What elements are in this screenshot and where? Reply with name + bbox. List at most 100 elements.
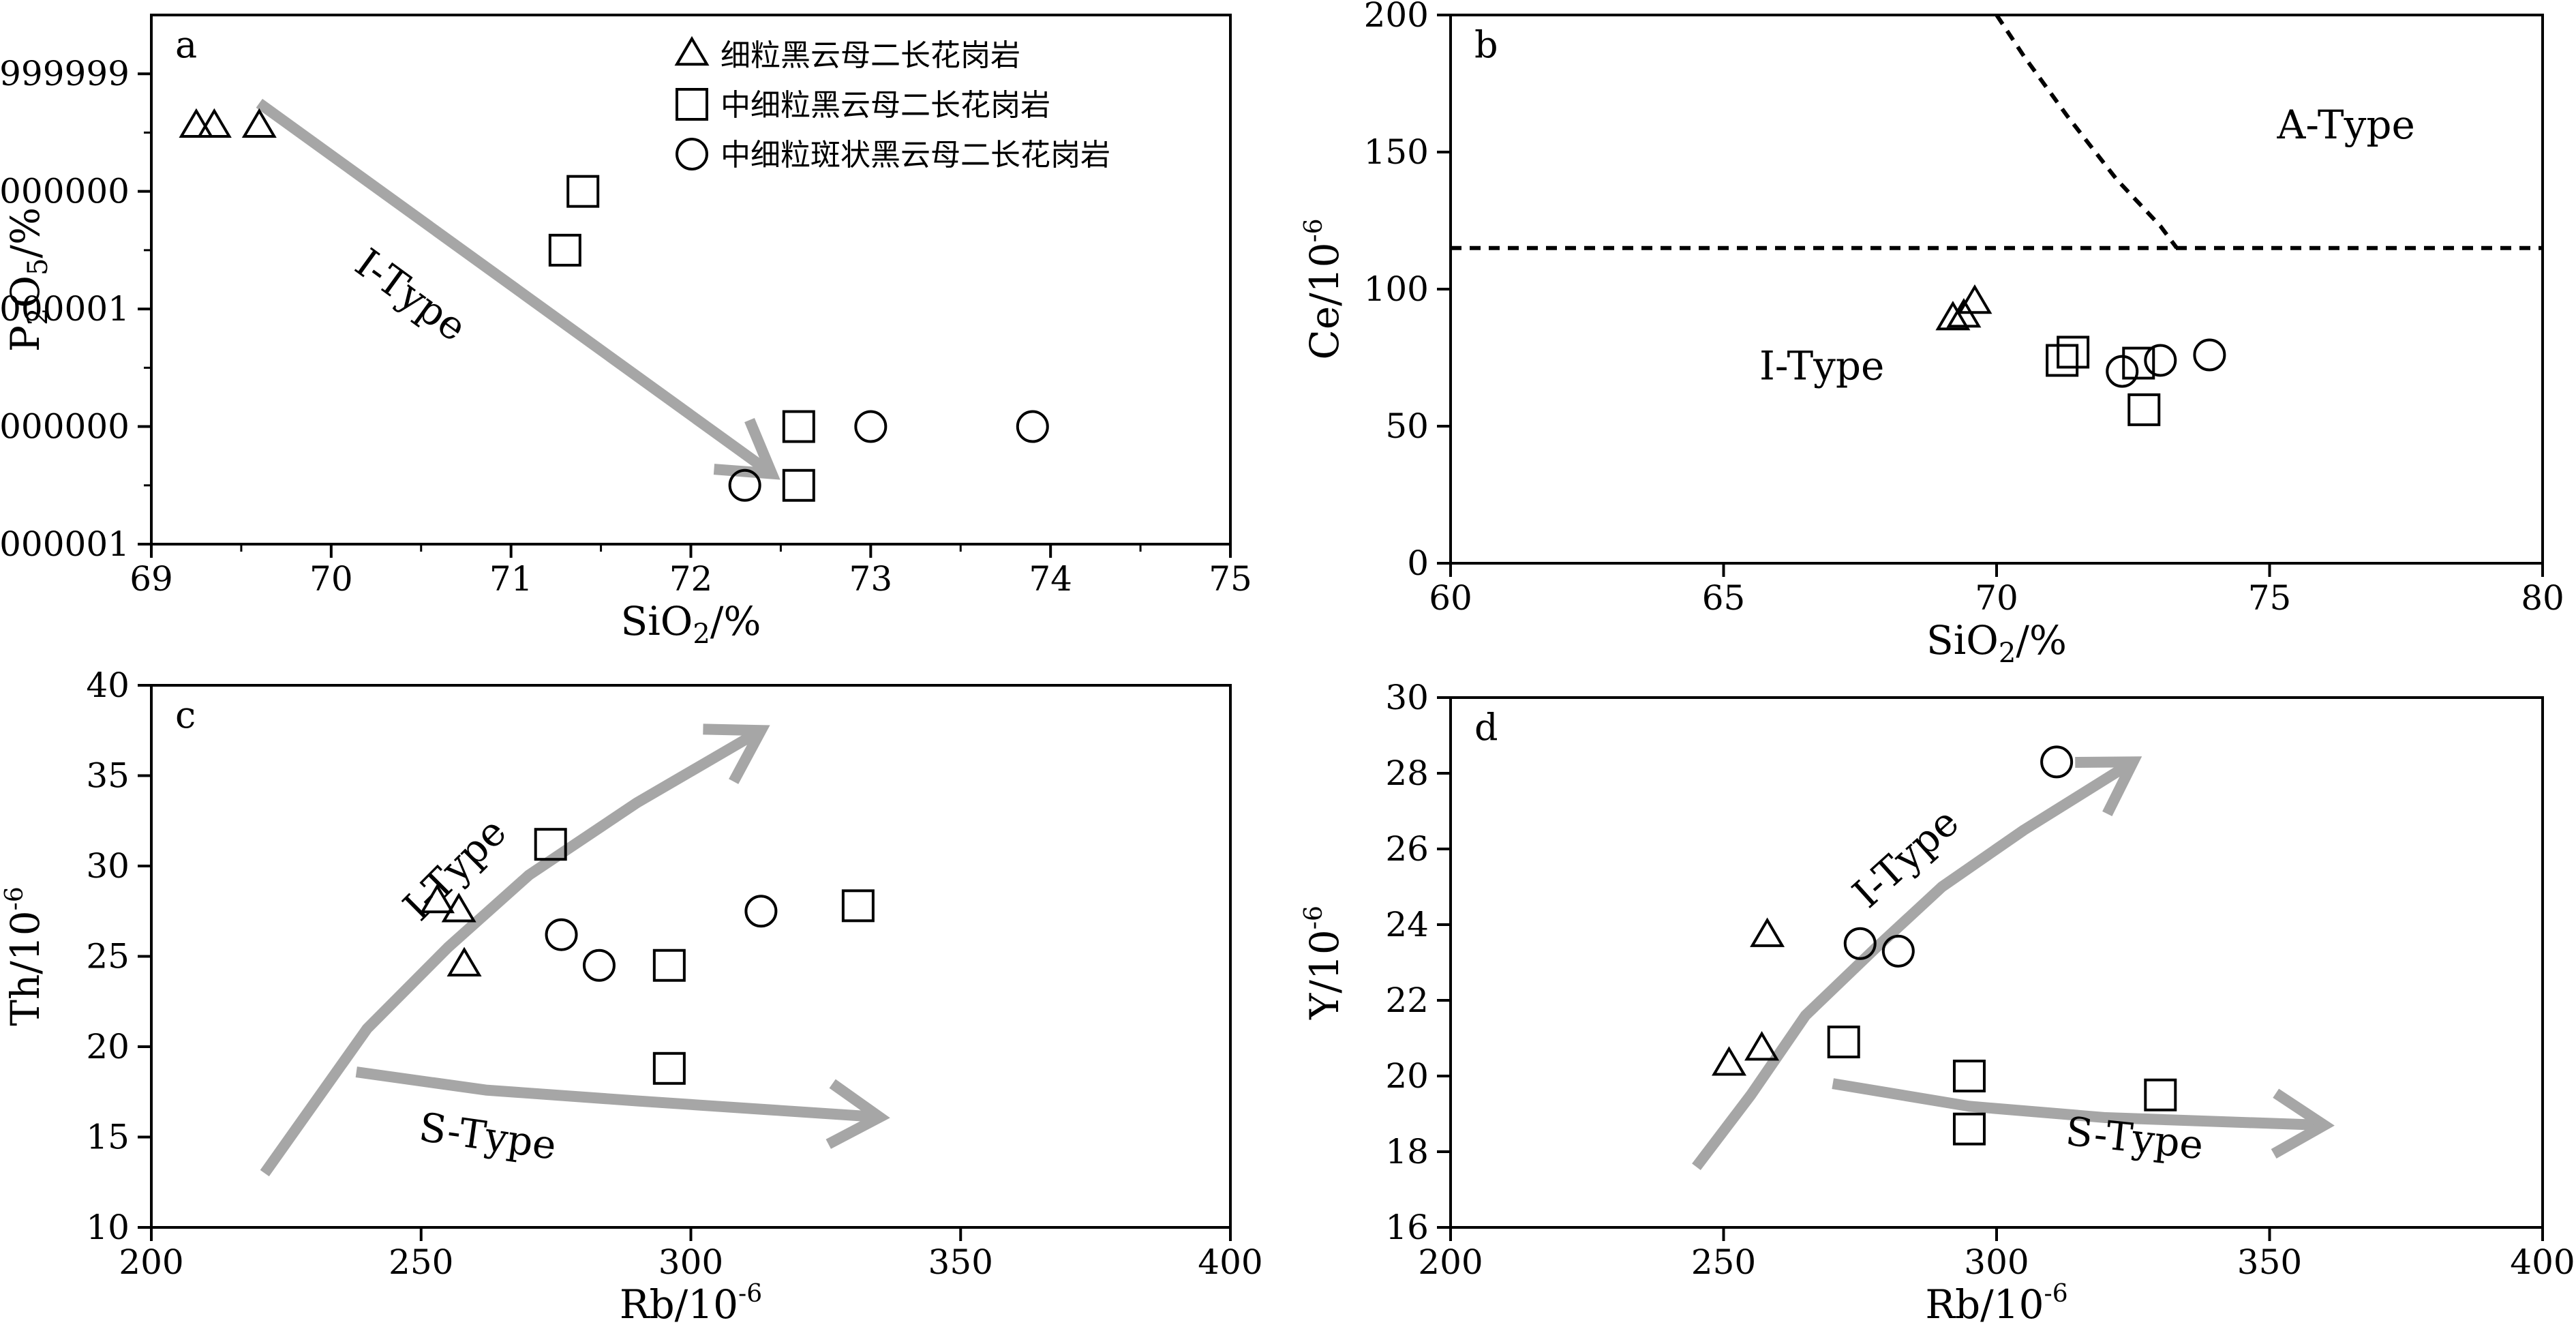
x-tick-label: 200 — [119, 1242, 183, 1282]
field-label: I-Type — [394, 809, 515, 930]
x-tick-label: 400 — [1198, 1242, 1262, 1282]
x-tick-label: 74 — [1029, 559, 1072, 599]
triangle-point — [441, 893, 476, 923]
x-tick-label: 250 — [389, 1242, 453, 1282]
y-tick-label: 50 — [1385, 406, 1429, 446]
square-point — [652, 1051, 686, 1085]
square-point — [1952, 1060, 1986, 1092]
legend-square-marker — [676, 88, 708, 121]
field-label: I-Type — [1844, 798, 1968, 916]
x-tick-label: 72 — [669, 559, 713, 599]
y-tick-label: 0.16000000000000000 — [0, 172, 130, 211]
x-tick-label: 400 — [2510, 1242, 2575, 1282]
triangle-point — [1935, 301, 1971, 331]
circle-point — [744, 895, 778, 928]
panel-letter: c — [175, 693, 196, 736]
y-tick-label: 20 — [86, 1027, 130, 1066]
field-label: A-Type — [2276, 102, 2414, 148]
x-axis-label: SiO2/% — [621, 598, 761, 650]
triangle-point — [1744, 1031, 1780, 1061]
panel-a: 69 70 71 72 73 74 75 0.10000000000000001 0.12000… — [0, 14, 1252, 650]
y-axis-label: P2O5/% — [2, 207, 54, 352]
y-tick-label: 10 — [86, 1208, 130, 1247]
square-point — [534, 828, 567, 861]
x-tick-label: 300 — [658, 1242, 723, 1282]
y-tick-label: 28 — [1385, 753, 1429, 793]
y-tick-label: 15 — [86, 1118, 130, 1157]
square-point — [2144, 1078, 2177, 1111]
triangle-point — [1957, 284, 1992, 314]
square-point — [1827, 1026, 1860, 1059]
triangle-point — [446, 946, 482, 976]
y-tick-label: 0.12000000000000000 — [0, 407, 130, 447]
y-tick-label: 24 — [1385, 905, 1429, 944]
circle-point — [1881, 934, 1915, 968]
x-axis-label: Rb/10-6 — [620, 1280, 762, 1326]
square-point — [2046, 344, 2079, 377]
triangle-point — [241, 108, 277, 138]
x-axis-label: SiO2/% — [1926, 617, 2067, 669]
field-label: I-Type — [347, 239, 475, 350]
triangle-point — [419, 883, 455, 914]
y-tick-label: 16 — [1385, 1208, 1429, 1247]
square-point — [1952, 1112, 1986, 1146]
circle-point — [2040, 745, 2074, 779]
y-tick-label: 0.14000000000000001 — [0, 289, 130, 329]
square-point — [566, 175, 600, 208]
legend-label: 中细粒黑云母二长花岗岩 — [721, 88, 1050, 123]
y-axis-label: Ce/10-6 — [1300, 218, 1348, 359]
y-tick-label: 18 — [1385, 1132, 1429, 1171]
circle-point — [582, 949, 616, 982]
y-tick-label: 200 — [1364, 0, 1429, 35]
circle-point — [1016, 410, 1049, 443]
field-label: S-Type — [416, 1103, 560, 1168]
y-tick-label: 40 — [86, 666, 130, 705]
y-tick-label: 35 — [86, 756, 130, 796]
circle-point — [545, 918, 578, 951]
trend-arrow-head — [703, 723, 770, 784]
circle-point — [2106, 355, 2139, 388]
x-tick-label: 300 — [1964, 1242, 2029, 1282]
x-axis-label: Rb/10-6 — [1925, 1280, 2067, 1326]
y-tick-label: 20 — [1385, 1056, 1429, 1096]
legend-circle-marker — [676, 138, 708, 170]
square-point — [841, 889, 875, 923]
legend-triangle-marker — [674, 35, 710, 66]
x-tick-label: 69 — [130, 559, 173, 599]
circle-point — [1843, 927, 1877, 960]
x-tick-label: 71 — [489, 559, 533, 599]
square-point — [652, 949, 686, 982]
panel-b: 60 65 70 75 80 0 50 100 150 200 SiO2/% Ce/10-6 b A-Ty… — [1300, 0, 2564, 669]
circle-point — [728, 468, 761, 502]
y-tick-label: 0.10000000000000001 — [0, 524, 130, 564]
panel-d: 200 250 300 350 400 16 18 20 22 24 26 28 30 Rb/10-6 Y/… — [1300, 678, 2575, 1328]
panel-letter: d — [1474, 706, 1498, 749]
x-tick-label: 350 — [2237, 1242, 2302, 1282]
plot-frame — [1449, 14, 2544, 565]
y-tick-label: 100 — [1364, 269, 1429, 309]
x-tick-label: 200 — [1418, 1242, 1483, 1282]
x-tick-label: 250 — [1691, 1242, 1756, 1282]
y-axis-label: Y/10-6 — [1300, 906, 1348, 1020]
trend-arrow-head — [825, 1079, 890, 1149]
square-point — [782, 468, 815, 502]
legend-label: 细粒黑云母二长花岗岩 — [721, 38, 1020, 73]
triangle-point — [179, 108, 214, 138]
legend-label: 中细粒斑状黑云母二长花岗岩 — [721, 138, 1110, 173]
y-axis-label: Th/10-6 — [1, 886, 48, 1026]
panel-letter: b — [1474, 23, 1498, 66]
triangle-point — [196, 108, 232, 138]
circle-point — [2193, 338, 2226, 372]
y-tick-label: 0 — [1407, 543, 1429, 583]
trend-arrow-head — [2075, 756, 2142, 816]
triangle-point — [1750, 917, 1785, 947]
x-tick-label: 70 — [309, 559, 353, 599]
square-point — [2122, 346, 2155, 380]
circle-point — [854, 410, 888, 443]
y-tick-label: 22 — [1385, 981, 1429, 1020]
y-tick-label: 25 — [86, 937, 130, 976]
y-tick-label: 0.17999999999999999 — [0, 54, 130, 93]
